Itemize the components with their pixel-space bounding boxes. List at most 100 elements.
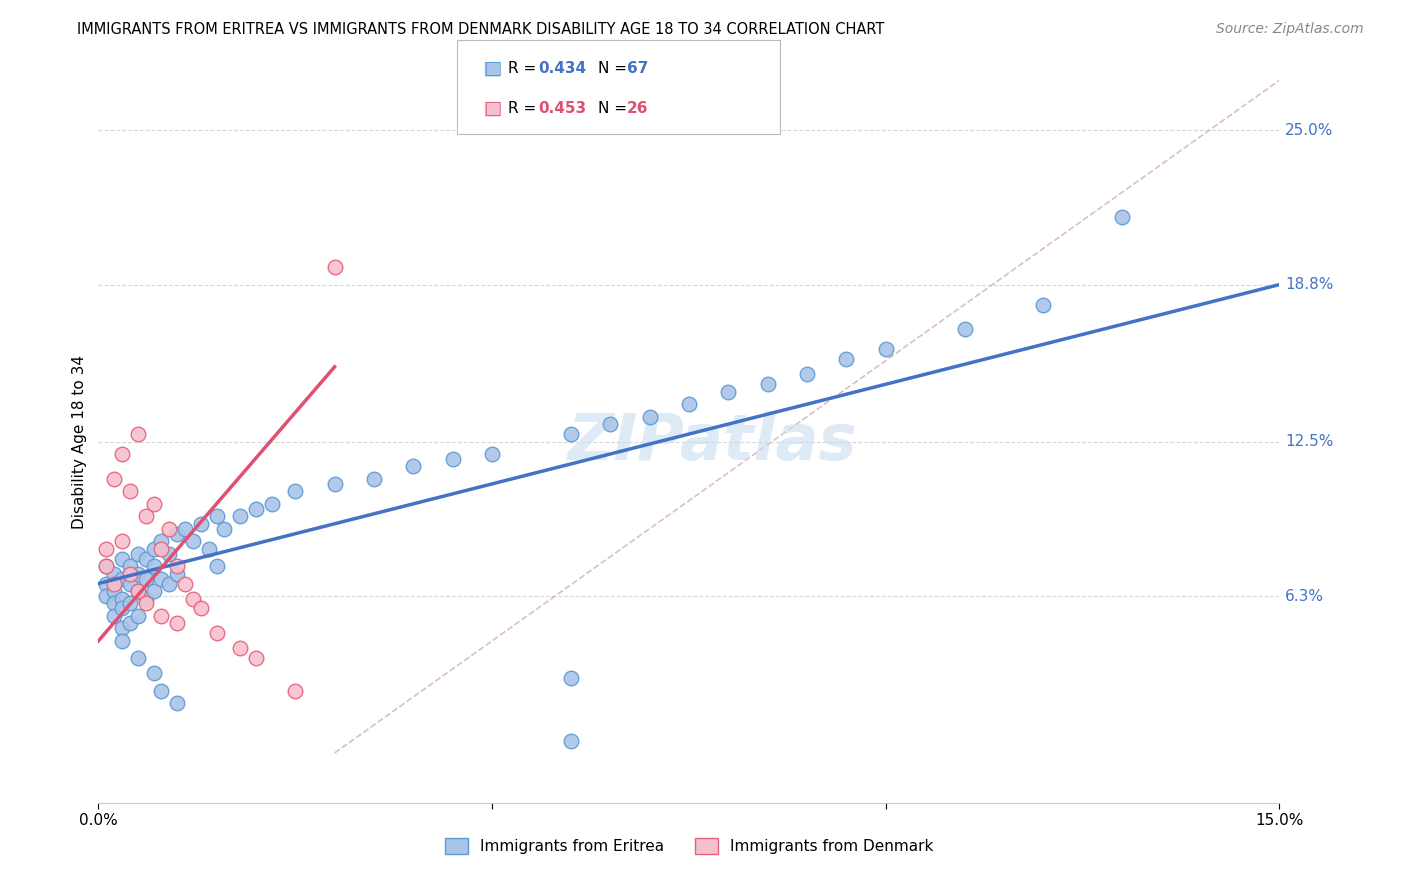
Point — [166, 526, 188, 541]
Text: 18.8%: 18.8% — [1285, 277, 1334, 292]
Point — [174, 522, 197, 536]
Point — [135, 551, 157, 566]
Point — [181, 534, 204, 549]
Point — [111, 601, 134, 615]
Point — [96, 541, 118, 556]
Text: R =: R = — [508, 61, 541, 76]
Point — [678, 397, 700, 411]
Text: 25.0%: 25.0% — [1285, 122, 1334, 137]
Point — [560, 671, 582, 685]
Point — [96, 589, 118, 603]
Point — [103, 609, 125, 624]
Point — [111, 534, 134, 549]
Point — [284, 484, 307, 499]
Point — [111, 633, 134, 648]
Point — [638, 409, 661, 424]
Text: 26: 26 — [627, 101, 648, 116]
Point — [717, 384, 740, 399]
Text: 6.3%: 6.3% — [1285, 589, 1324, 604]
Text: N =: N = — [598, 101, 631, 116]
Point — [323, 476, 346, 491]
Point — [135, 597, 157, 611]
Point — [150, 541, 173, 556]
Point — [150, 572, 173, 586]
Point — [1111, 211, 1133, 225]
Point — [111, 551, 134, 566]
Point — [599, 417, 621, 431]
Point — [103, 566, 125, 581]
Point — [118, 576, 141, 591]
Text: □: □ — [484, 99, 502, 118]
Point — [166, 566, 188, 581]
Point — [166, 559, 188, 574]
Point — [157, 547, 180, 561]
Point — [796, 368, 818, 382]
Point — [260, 497, 283, 511]
Point — [118, 616, 141, 631]
Text: ■: ■ — [482, 59, 501, 78]
Point — [363, 472, 385, 486]
Point — [835, 352, 858, 367]
Point — [875, 343, 897, 357]
Point — [111, 591, 134, 606]
Point — [1032, 297, 1054, 311]
Point — [190, 516, 212, 531]
Point — [560, 427, 582, 442]
Point — [402, 459, 425, 474]
Point — [96, 559, 118, 574]
Point — [103, 472, 125, 486]
Text: 0.453: 0.453 — [538, 101, 586, 116]
Point — [135, 509, 157, 524]
Point — [127, 547, 149, 561]
Point — [441, 452, 464, 467]
Point — [127, 584, 149, 599]
Point — [127, 427, 149, 442]
Point — [245, 651, 267, 665]
Point — [127, 609, 149, 624]
Point — [103, 584, 125, 599]
Text: IMMIGRANTS FROM ERITREA VS IMMIGRANTS FROM DENMARK DISABILITY AGE 18 TO 34 CORRE: IMMIGRANTS FROM ERITREA VS IMMIGRANTS FR… — [77, 22, 884, 37]
Point — [127, 566, 149, 581]
Point — [135, 591, 157, 606]
Point — [323, 260, 346, 274]
Point — [166, 696, 188, 710]
Y-axis label: Disability Age 18 to 34: Disability Age 18 to 34 — [72, 354, 87, 529]
Point — [142, 666, 165, 681]
Point — [118, 597, 141, 611]
Point — [197, 541, 219, 556]
Text: R =: R = — [508, 101, 541, 116]
Point — [103, 576, 125, 591]
Point — [118, 559, 141, 574]
Point — [150, 609, 173, 624]
Text: Source: ZipAtlas.com: Source: ZipAtlas.com — [1216, 22, 1364, 37]
Point — [953, 322, 976, 336]
Point — [150, 534, 173, 549]
Point — [127, 584, 149, 599]
Point — [142, 584, 165, 599]
Text: 12.5%: 12.5% — [1285, 434, 1334, 449]
Point — [142, 559, 165, 574]
Point — [284, 683, 307, 698]
Point — [96, 576, 118, 591]
Point — [190, 601, 212, 615]
Point — [118, 566, 141, 581]
Point — [96, 559, 118, 574]
Text: N =: N = — [598, 61, 631, 76]
Text: ZIPatlas: ZIPatlas — [568, 410, 858, 473]
Point — [166, 616, 188, 631]
Text: ■: ■ — [482, 99, 501, 118]
Point — [127, 651, 149, 665]
Point — [205, 559, 228, 574]
Point — [229, 641, 252, 656]
Point — [214, 522, 236, 536]
Point — [111, 621, 134, 635]
Point — [157, 576, 180, 591]
Text: 0.434: 0.434 — [538, 61, 586, 76]
Point — [181, 591, 204, 606]
Point — [560, 733, 582, 747]
Point — [111, 447, 134, 461]
Point — [245, 501, 267, 516]
Text: □: □ — [484, 59, 502, 78]
Point — [481, 447, 503, 461]
Point — [103, 597, 125, 611]
